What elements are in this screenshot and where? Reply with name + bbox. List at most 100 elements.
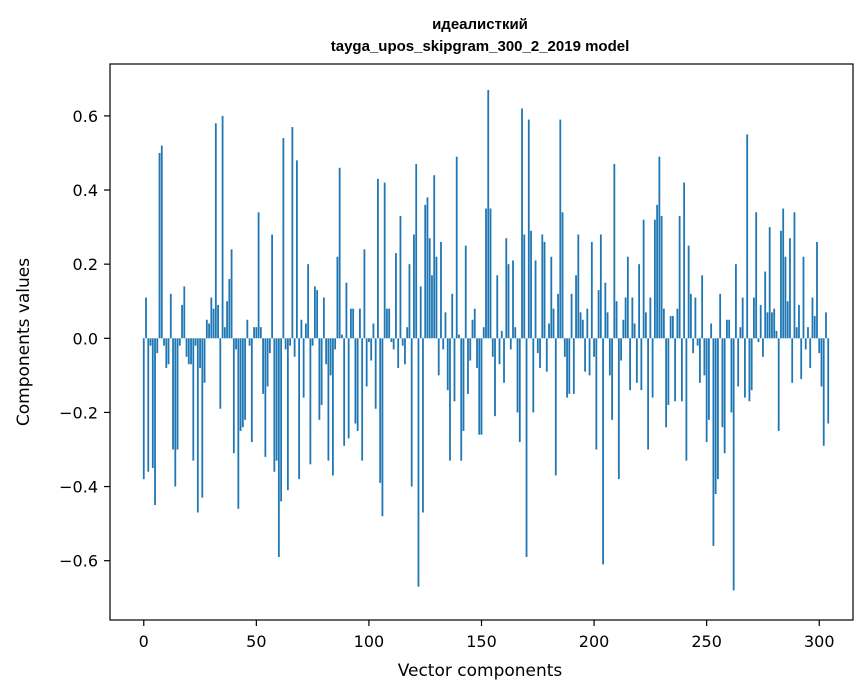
bar — [482, 327, 485, 339]
bar — [169, 293, 172, 339]
bar — [768, 227, 771, 339]
bar — [597, 290, 600, 339]
bar — [471, 319, 474, 339]
bar — [721, 338, 724, 428]
x-tick-label: 300 — [804, 632, 835, 651]
bar — [496, 275, 499, 339]
x-axis-ticks: 0 50 100 150 200 250 300 — [139, 620, 835, 651]
bar — [199, 338, 201, 368]
bar — [575, 275, 577, 339]
bar — [791, 338, 794, 383]
bar — [280, 338, 283, 502]
bar — [172, 338, 174, 450]
y-tick-label: −0.4 — [59, 478, 98, 497]
bar — [584, 338, 586, 372]
bar — [476, 338, 478, 368]
bar — [687, 245, 690, 339]
bar — [336, 256, 339, 339]
bar — [458, 334, 460, 339]
bar — [723, 338, 726, 454]
bar — [759, 304, 762, 339]
bar — [735, 264, 737, 339]
bar — [399, 215, 402, 339]
bar — [178, 338, 181, 346]
bar — [298, 338, 301, 480]
bar — [228, 278, 231, 339]
bar — [266, 338, 269, 387]
bar — [701, 275, 704, 339]
bar — [503, 338, 505, 383]
bar — [669, 316, 672, 339]
bar — [613, 164, 616, 339]
bar — [820, 338, 823, 387]
bar — [699, 338, 701, 383]
bar — [509, 338, 512, 350]
bar — [662, 308, 665, 339]
bar — [174, 338, 177, 487]
bar — [246, 319, 249, 339]
bar — [516, 338, 519, 413]
bar — [692, 338, 695, 354]
bar — [633, 323, 636, 339]
bar — [498, 338, 501, 365]
bar — [469, 338, 472, 361]
bar — [827, 338, 830, 424]
bar — [223, 327, 226, 339]
bar — [332, 338, 334, 476]
bar — [289, 338, 292, 346]
bar — [410, 338, 413, 487]
bar — [786, 301, 789, 339]
bar — [307, 264, 310, 339]
bar — [273, 338, 276, 472]
bar — [181, 304, 183, 339]
bar — [480, 338, 483, 435]
bar — [653, 219, 656, 339]
bar — [379, 338, 382, 483]
bar — [194, 338, 197, 346]
bar — [671, 316, 674, 339]
bar — [404, 338, 406, 365]
bar — [586, 308, 589, 339]
bar — [545, 338, 548, 372]
bar — [719, 293, 722, 339]
bar — [680, 338, 683, 402]
bar — [572, 338, 575, 394]
bar — [577, 234, 580, 339]
bar — [766, 312, 769, 339]
bar — [755, 212, 758, 339]
bar — [325, 338, 328, 365]
bar — [419, 286, 422, 339]
bar — [212, 308, 215, 339]
bar — [523, 234, 526, 339]
bar — [739, 327, 742, 339]
bar — [190, 338, 192, 365]
bar — [802, 256, 805, 339]
bar — [221, 115, 224, 339]
bar — [145, 297, 147, 339]
x-axis-label: Vector components — [398, 661, 563, 681]
bar — [521, 108, 523, 339]
bar — [370, 338, 373, 361]
bar — [536, 338, 539, 354]
bar — [401, 338, 404, 346]
bar — [777, 338, 780, 431]
x-tick-label: 150 — [466, 632, 497, 651]
bar — [606, 312, 609, 339]
bar — [518, 338, 521, 443]
y-tick-label: 0.4 — [73, 181, 98, 200]
bar — [345, 282, 348, 339]
bar — [386, 308, 388, 339]
bar — [372, 323, 375, 339]
bar — [158, 152, 161, 339]
bar — [264, 338, 267, 457]
bar — [444, 312, 447, 339]
bar — [541, 234, 544, 339]
bar — [460, 338, 463, 461]
bar — [674, 338, 677, 402]
bar — [300, 319, 303, 339]
bar — [318, 338, 321, 420]
bar — [365, 338, 368, 387]
bar — [196, 338, 199, 513]
bar — [160, 145, 163, 339]
